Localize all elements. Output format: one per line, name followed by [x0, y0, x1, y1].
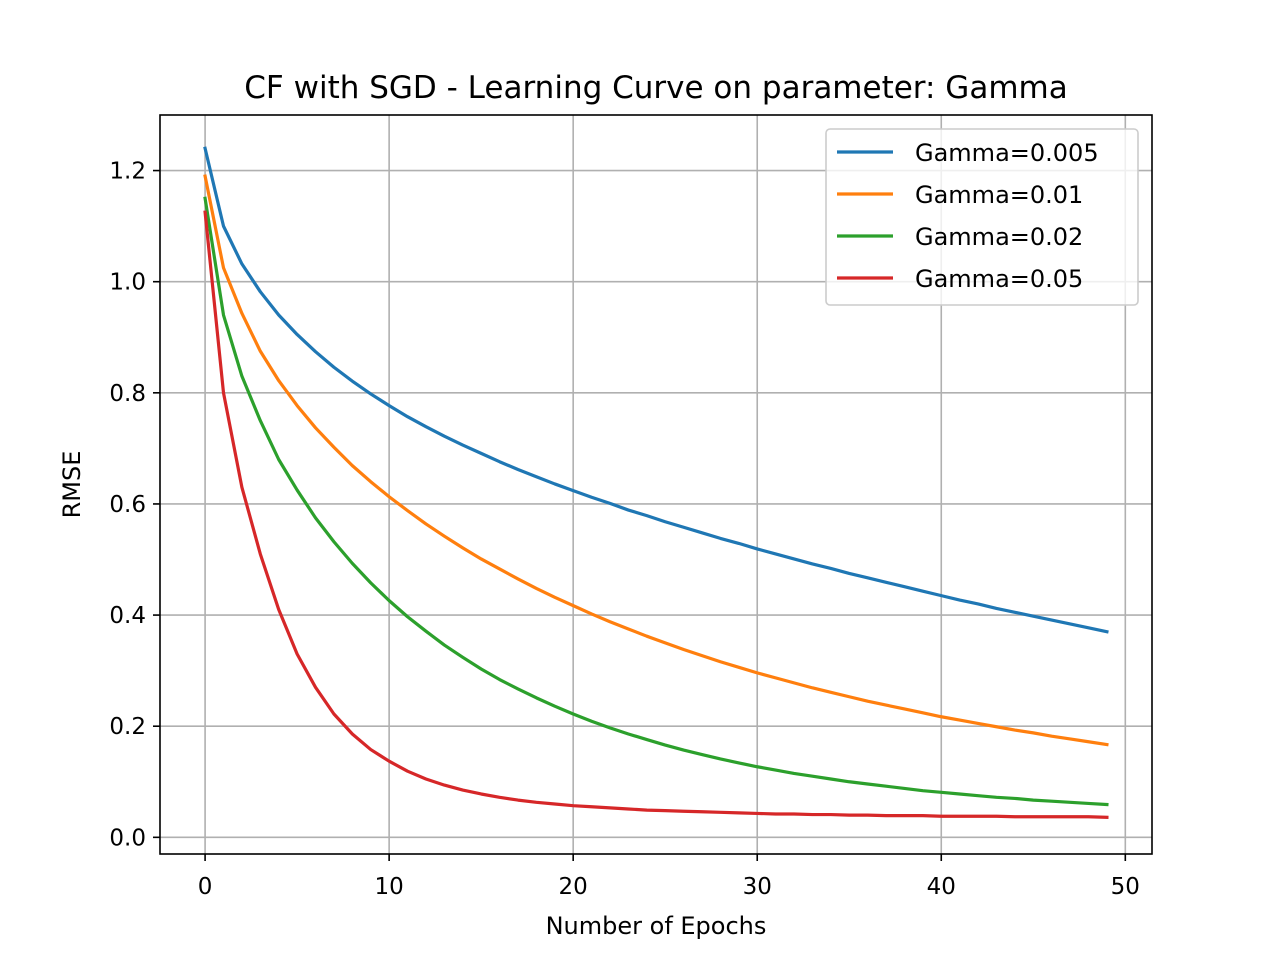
y-tick-label: 0.4 [109, 603, 146, 629]
series-line-gamma-0-02 [203, 196, 1109, 807]
legend-box [825, 128, 1139, 306]
y-tick-label: 0.6 [109, 492, 146, 518]
y-tick-label: 1.0 [109, 270, 146, 296]
x-tick-label: 0 [198, 874, 213, 900]
legend-label: Gamma=0.02 [915, 223, 1083, 251]
x-tick-label: 10 [374, 874, 403, 900]
x-tick-label: 20 [559, 874, 588, 900]
legend: Gamma=0.005 Gamma=0.01 Gamma=0.02 Gamma=0.0… [825, 128, 1139, 306]
series-lines [203, 146, 1109, 819]
grid [160, 115, 1152, 854]
chart-title: CF with SGD - Learning Curve on paramete… [244, 70, 1067, 106]
y-axis-label: RMSE [58, 451, 86, 519]
y-tick-label: 0.8 [109, 381, 146, 407]
axis-ticks: 0 10 20 30 40 50 0.0 0.2 0.4 0.6 0.8 1.0 1.2 [109, 159, 1140, 900]
y-tick-label: 0.2 [109, 714, 146, 740]
series-line-gamma-0-005 [203, 146, 1109, 634]
x-tick-label: 50 [1111, 874, 1140, 900]
legend-label: Gamma=0.05 [915, 265, 1083, 293]
series-line-gamma-0-01 [203, 174, 1109, 747]
series-line-gamma-0-05 [203, 210, 1109, 819]
plot-frame [159, 114, 1153, 855]
y-tick-label: 1.2 [109, 159, 146, 185]
x-axis-label: Number of Epochs [546, 912, 767, 940]
legend-label: Gamma=0.005 [915, 139, 1099, 167]
y-tick-label: 0.0 [109, 825, 146, 851]
x-tick-label: 40 [927, 874, 956, 900]
legend-label: Gamma=0.01 [915, 181, 1083, 209]
x-tick-label: 30 [743, 874, 772, 900]
